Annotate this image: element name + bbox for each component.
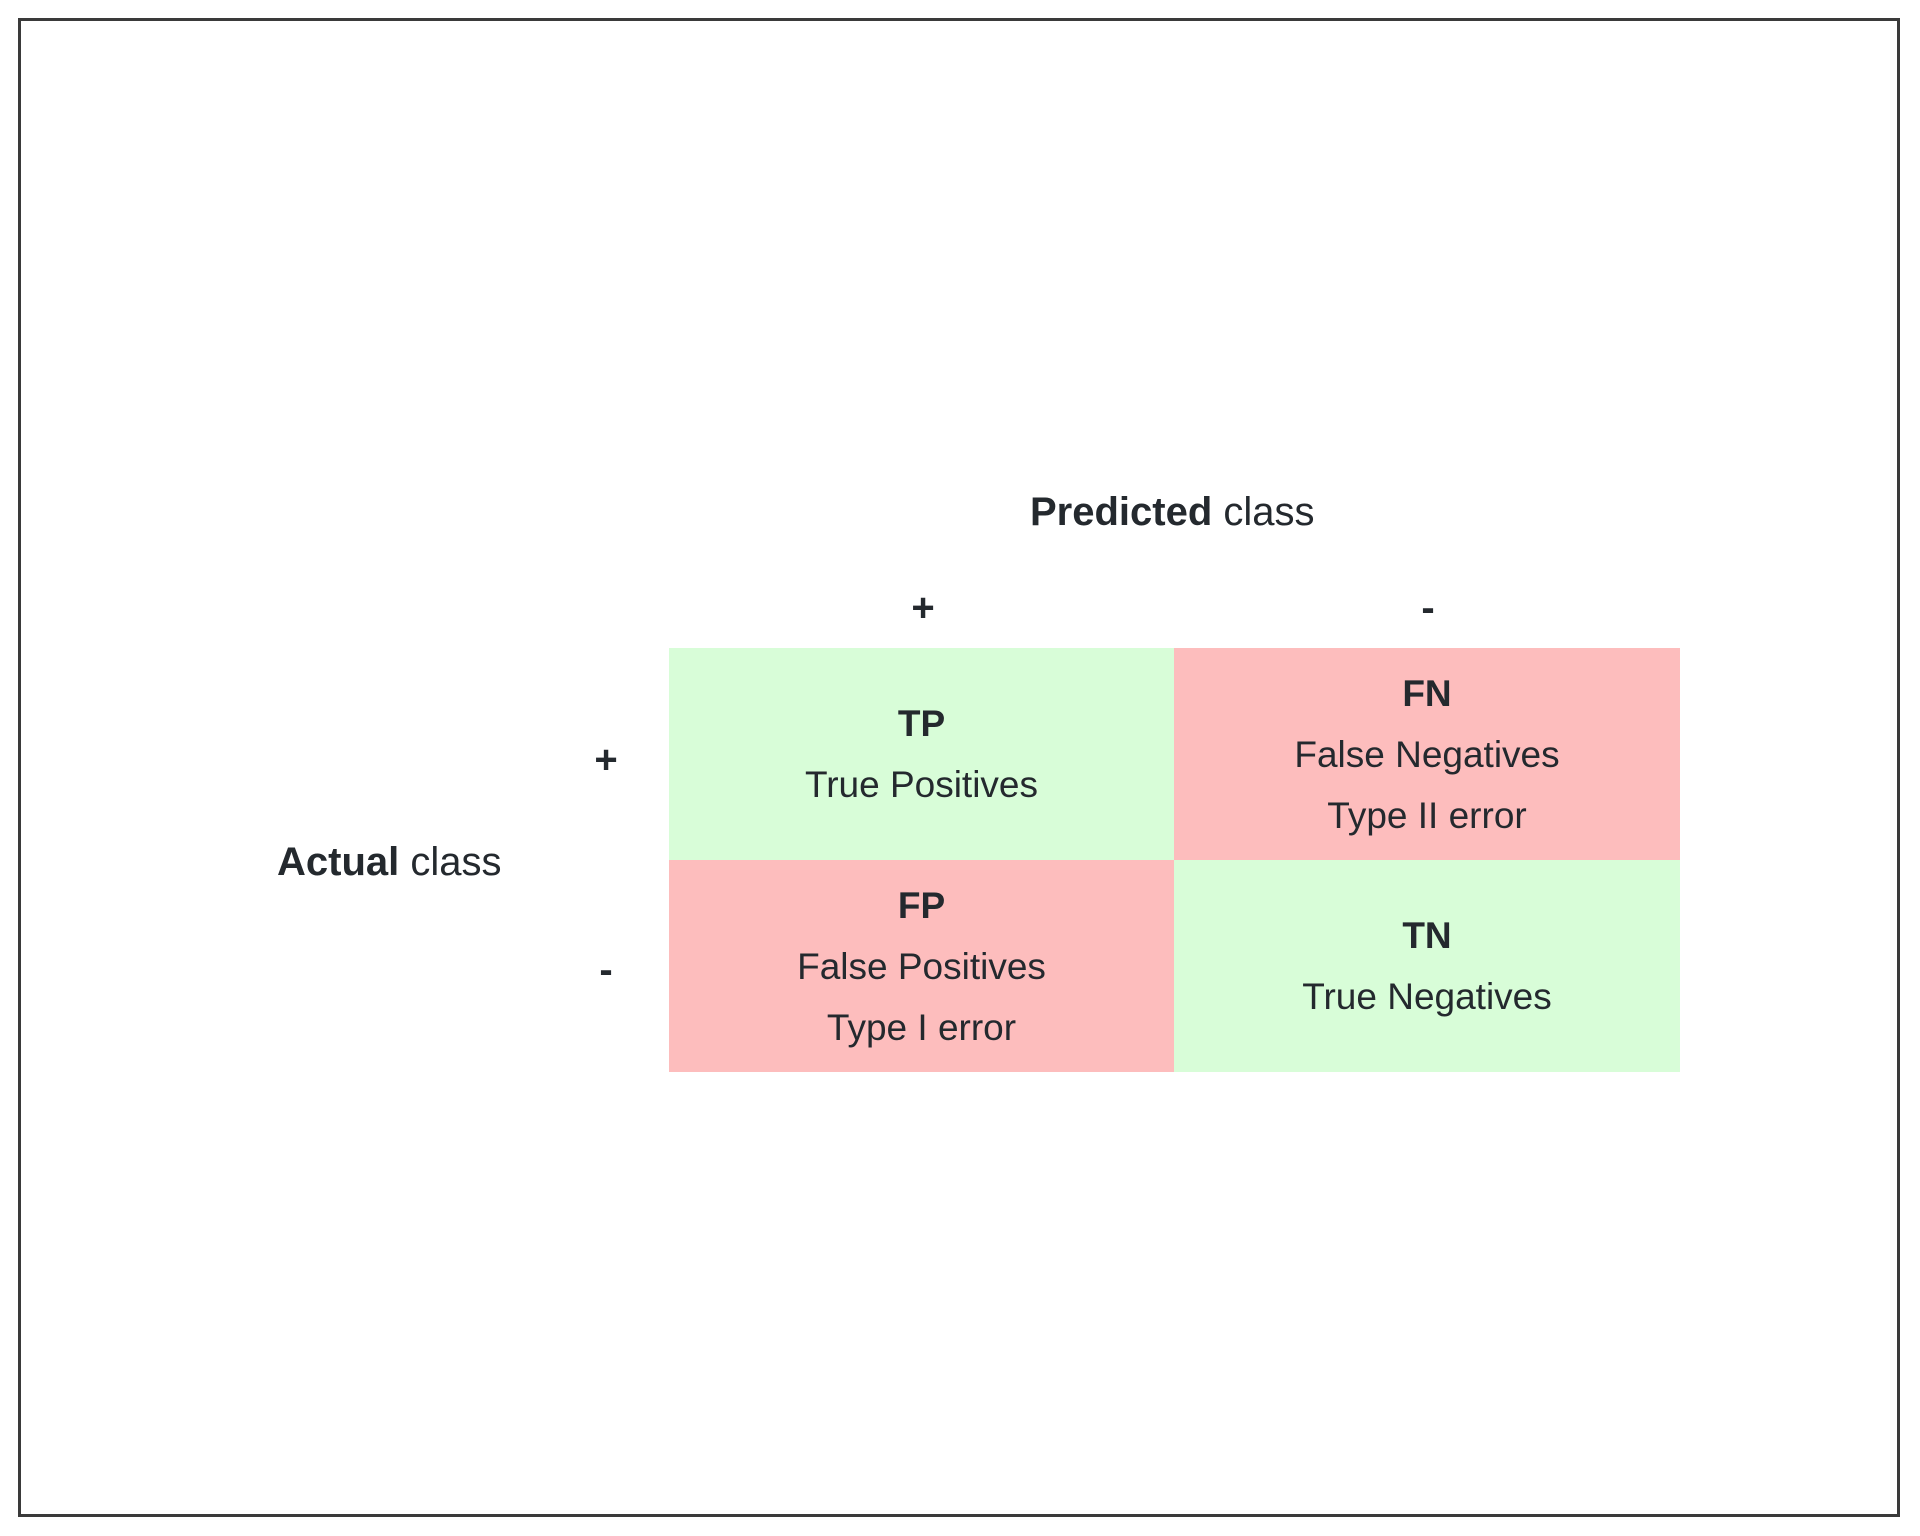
actual-positive-label: + <box>594 738 618 782</box>
actual-class-title-bold: Actual <box>277 840 400 884</box>
actual-negative-label: - <box>599 948 613 992</box>
predicted-negative-label: - <box>1421 586 1435 630</box>
cell-true-negatives: TN True Negatives <box>1174 860 1680 1072</box>
cell-fn-name: False Negatives <box>1294 733 1560 775</box>
cell-fn-abbr: FN <box>1402 672 1452 714</box>
cell-fn-note: Type II error <box>1327 794 1527 836</box>
predicted-positive-label: + <box>911 586 935 630</box>
cell-fp-note: Type I error <box>826 1006 1017 1048</box>
cell-fp-abbr: FP <box>897 884 946 926</box>
predicted-class-title-rest: class <box>1212 490 1315 534</box>
cell-true-positives: TP True Positives <box>669 648 1174 860</box>
cell-false-negatives: FN False Negatives Type II error <box>1174 648 1680 860</box>
confusion-matrix: TP True Positives FN False Negatives Typ… <box>669 648 1680 1072</box>
cell-false-positives: FP False Positives Type I error <box>669 860 1174 1072</box>
actual-class-title: Actual class <box>277 842 502 882</box>
predicted-class-title: Predicted class <box>1030 492 1315 532</box>
cell-fp-name: False Positives <box>797 945 1046 987</box>
predicted-class-title-bold: Predicted <box>1030 490 1213 534</box>
cell-tp-abbr: TP <box>897 703 946 744</box>
cell-tp-name: True Positives <box>804 764 1039 805</box>
cell-tn-name: True Negatives <box>1302 976 1552 1017</box>
cell-tn-abbr: TN <box>1402 915 1452 956</box>
actual-class-title-rest: class <box>399 840 502 884</box>
